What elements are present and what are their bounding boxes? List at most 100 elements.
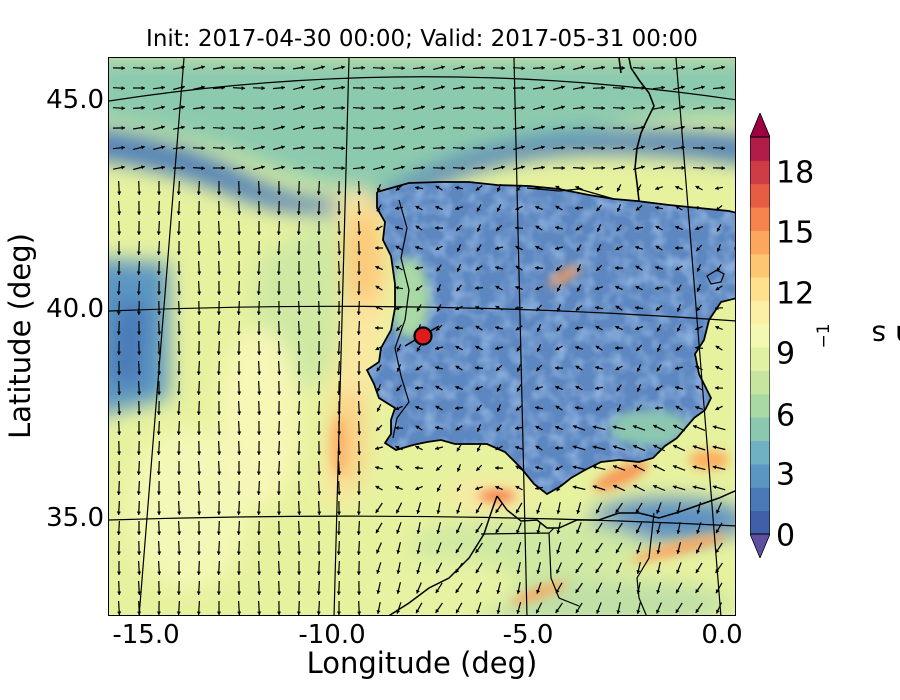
wind-arrow-head: [237, 431, 242, 435]
wind-arrow-head: [501, 125, 505, 130]
wind-arrow-head: [196, 551, 201, 555]
site-marker[interactable]: [404, 325, 440, 347]
wind-arrow-head: [316, 551, 321, 555]
wind-arrow-head: [613, 484, 618, 489]
wind-arrow-head: [435, 405, 440, 410]
wind-arrow-head: [701, 146, 705, 151]
wind-arrow-head: [357, 211, 362, 215]
wind-arrow-head: [296, 391, 301, 395]
wind-arrow-head: [575, 589, 580, 593]
wind-arrow-head: [615, 285, 620, 290]
wind-arrow-head: [117, 191, 122, 195]
wind-arrow-head: [196, 411, 201, 415]
wind-arrow-head: [176, 451, 181, 455]
wind-arrow-head: [535, 386, 540, 391]
wind-arrow-head: [715, 549, 720, 553]
wind-arrow-head: [581, 65, 585, 70]
wind-arrow-head: [675, 609, 680, 614]
wind-arrow-head: [672, 465, 677, 469]
wind-arrow-head: [357, 251, 362, 255]
wind-arrow-head: [317, 311, 322, 315]
wind-arrow-head: [177, 291, 182, 295]
wind-arrow-head: [136, 471, 141, 475]
wind-vectors: [112, 65, 726, 615]
wind-arrow-head: [641, 66, 645, 71]
wind-arrow-head: [141, 125, 145, 130]
wind-arrow-head: [116, 471, 121, 475]
wind-arrow-head: [695, 385, 700, 390]
wind-arrow-head: [715, 589, 720, 594]
wind-arrow-head: [556, 487, 561, 492]
wind-arrow-head: [416, 569, 421, 574]
wind-arrow-head: [415, 225, 420, 230]
wind-arrow-head: [716, 247, 721, 252]
wind-arrow-head: [581, 146, 585, 151]
wind-arrow-head: [715, 406, 720, 411]
wind-arrow-head: [435, 609, 440, 613]
wind-arrow-head: [616, 407, 621, 412]
wind-arrow-head: [116, 351, 121, 355]
wind-arrow-head: [536, 550, 541, 554]
wind-arrow-head: [236, 291, 241, 295]
wind-arrow-head: [456, 529, 460, 534]
wind-arrow-head: [321, 166, 325, 171]
wind-arrow-head: [156, 471, 161, 475]
wind-arrow-head: [515, 426, 519, 431]
wind-arrow-head: [616, 387, 621, 392]
wind-arrow-head: [575, 226, 580, 231]
colorbar-band: [750, 393, 770, 418]
wind-arrow-head: [296, 431, 301, 435]
wind-arrow-head: [316, 431, 321, 435]
wind-arrow-head: [676, 550, 681, 554]
wind-arrow-head: [535, 245, 540, 250]
wind-arrow-head: [701, 65, 705, 70]
wind-arrow-head: [435, 225, 439, 230]
wind-arrow-head: [421, 165, 425, 170]
wind-arrow-head: [615, 549, 620, 554]
wind-arrow-head: [336, 531, 341, 535]
wind-arrow-head: [435, 589, 440, 594]
wind-arrow-head: [516, 609, 521, 614]
wind-arrow-head: [636, 407, 641, 412]
wind-arrow-head: [675, 366, 679, 371]
wind-arrow-head: [696, 307, 701, 312]
wind-arrow-head: [216, 551, 221, 555]
wind-arrow-head: [536, 509, 541, 514]
wind-arrow-head: [456, 267, 461, 272]
wind-arrow-head: [721, 85, 725, 90]
wind-arrow-head: [316, 611, 321, 615]
wind-arrow-head: [501, 165, 505, 170]
wind-arrow-head: [177, 271, 182, 275]
wind-arrow-head: [361, 86, 365, 91]
wind-arrow-head: [196, 371, 201, 375]
colorbar-tick: 9: [776, 336, 796, 372]
wind-arrow-head: [415, 185, 419, 190]
wind-arrow-head: [301, 65, 305, 70]
wind-arrow-head: [681, 165, 685, 170]
map-panel[interactable]: [108, 57, 736, 616]
wind-arrow-head: [495, 485, 500, 490]
wind-arrow-head: [692, 465, 697, 470]
wind-arrow-head: [375, 325, 379, 330]
wind-arrow-head: [161, 85, 165, 90]
wind-arrow-head: [655, 386, 660, 391]
wind-arrow-head: [661, 65, 665, 70]
wind-arrow-head: [257, 411, 262, 415]
wind-arrow-head: [137, 571, 142, 575]
wind-arrow-head: [241, 65, 245, 70]
wind-arrow-head: [156, 451, 161, 455]
wind-arrow-head: [615, 509, 620, 513]
wind-arrow-head: [495, 529, 500, 534]
wind-arrow-head: [601, 146, 605, 151]
colorbar-band: [750, 137, 770, 161]
wind-arrow-head: [596, 609, 600, 614]
wind-arrow-head: [715, 529, 720, 534]
wind-arrow-head: [297, 511, 302, 515]
wind-arrow-head: [336, 611, 341, 615]
wind-arrow-head: [436, 569, 440, 574]
wind-arrow-head: [161, 165, 165, 170]
wind-arrow-head: [375, 285, 380, 290]
wind-arrow-head: [561, 145, 565, 150]
wind-arrow-head: [316, 351, 321, 355]
wind-arrow-head: [375, 485, 380, 490]
